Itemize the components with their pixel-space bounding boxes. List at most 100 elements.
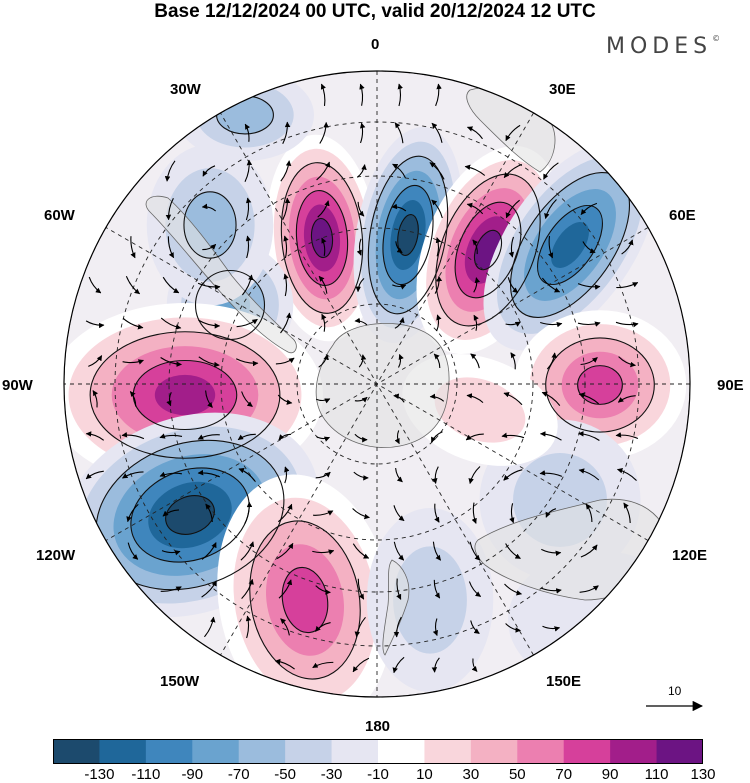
colorbar-tick-label: 110 bbox=[644, 766, 669, 783]
wind-arrow bbox=[121, 432, 145, 440]
wind-arrow bbox=[544, 199, 557, 220]
wind-arrow bbox=[469, 541, 481, 561]
wind-arrow bbox=[354, 317, 368, 326]
wind-arrow bbox=[129, 391, 137, 407]
meridian-line bbox=[220, 112, 534, 656]
wind-arrow bbox=[432, 618, 438, 637]
wind-arrow bbox=[621, 239, 634, 255]
wind-arrow bbox=[276, 542, 294, 560]
wind-arrow bbox=[245, 615, 252, 639]
wind-arrow bbox=[321, 237, 327, 257]
wind-arrow bbox=[352, 508, 370, 520]
wind-arrow bbox=[397, 83, 403, 107]
wind-arrow bbox=[318, 354, 329, 368]
contour-line bbox=[473, 229, 503, 271]
wind-arrow bbox=[198, 356, 220, 368]
map-disc-content bbox=[64, 71, 690, 697]
wind-arrow bbox=[244, 159, 253, 183]
colorbar-tick-label: 50 bbox=[508, 766, 526, 783]
wind-arrow bbox=[245, 235, 252, 259]
wind-arrow bbox=[431, 122, 443, 143]
contour-line bbox=[382, 184, 434, 286]
wind-arrow bbox=[197, 469, 221, 478]
wind-arrow bbox=[127, 542, 139, 560]
wind-arrow bbox=[126, 503, 139, 523]
colorbar-swatch bbox=[378, 739, 425, 764]
map-boundary bbox=[63, 70, 691, 698]
lon-label-150e: 150E bbox=[546, 673, 582, 690]
wind-arrow bbox=[320, 83, 326, 106]
wind-arrow bbox=[468, 466, 481, 485]
colorbar-tick-label: -90 bbox=[181, 766, 204, 783]
wind-arrow bbox=[319, 121, 329, 144]
wind-arrow bbox=[503, 392, 523, 406]
lon-label-30e: 30E bbox=[549, 81, 576, 98]
contour-line bbox=[249, 520, 361, 680]
wind-arrow bbox=[466, 126, 483, 140]
wind-arrow bbox=[316, 161, 331, 181]
wind-arrow bbox=[282, 197, 291, 221]
contour-line bbox=[397, 214, 419, 256]
lon-label-90e: 90E bbox=[717, 377, 744, 394]
wind-arrow bbox=[542, 625, 561, 632]
wind-arrow bbox=[354, 433, 368, 443]
wind-arrow bbox=[436, 314, 442, 332]
wind-arrow bbox=[393, 505, 405, 522]
wind-arrow bbox=[431, 199, 443, 219]
lon-label-90w: 90W bbox=[2, 377, 33, 394]
contour-line bbox=[183, 191, 237, 259]
wind-arrow bbox=[284, 466, 290, 484]
wind-arrow bbox=[167, 236, 175, 259]
contour-line bbox=[545, 337, 655, 433]
contour-line bbox=[89, 331, 281, 459]
wind-arrow bbox=[548, 236, 554, 259]
wind-arrow bbox=[356, 164, 367, 178]
wind-arrow bbox=[197, 434, 220, 440]
contour-line bbox=[310, 217, 334, 259]
wind-arrow bbox=[431, 657, 440, 673]
colorbar-tick-label: -50 bbox=[274, 766, 296, 783]
wind-arrow bbox=[282, 121, 291, 145]
contour-line bbox=[280, 162, 364, 314]
wind-arrow bbox=[541, 548, 562, 556]
wind-arrow bbox=[394, 122, 404, 144]
wind-arrow bbox=[435, 83, 442, 107]
colorbar-swatch bbox=[470, 739, 518, 764]
brand-mark: © bbox=[712, 34, 721, 43]
wind-arrow bbox=[283, 235, 289, 259]
new-zealand bbox=[382, 559, 410, 656]
wind-arrow bbox=[582, 241, 596, 254]
wind-arrow bbox=[241, 274, 254, 296]
wind-arrow bbox=[393, 393, 405, 403]
contour-line bbox=[435, 173, 541, 327]
reference-vector-arrow bbox=[646, 700, 704, 712]
colorbar-swatch bbox=[99, 739, 147, 764]
wind-arrow bbox=[617, 395, 636, 403]
colorbar-swatch bbox=[238, 739, 286, 764]
wind-arrow bbox=[472, 239, 479, 255]
colorbar-swatch bbox=[331, 739, 379, 764]
wind-arrow bbox=[277, 503, 293, 523]
anomaly-contour-fill bbox=[282, 567, 328, 633]
wind-arrow bbox=[359, 122, 366, 144]
wind-arrow bbox=[88, 276, 102, 294]
wind-arrow bbox=[623, 502, 631, 524]
wind-arrow bbox=[615, 321, 639, 328]
wind-arrow bbox=[393, 616, 402, 638]
colorbar-tick-label: -30 bbox=[320, 766, 343, 783]
wind-arrow bbox=[394, 430, 400, 445]
wind-arrow bbox=[205, 503, 213, 523]
wind-arrow bbox=[540, 321, 563, 328]
wind-arrow bbox=[505, 199, 520, 219]
wind-arrow bbox=[468, 581, 482, 597]
wind-arrow bbox=[432, 541, 442, 561]
wind-arrow bbox=[130, 236, 136, 259]
graticule bbox=[64, 71, 690, 697]
lon-label-120w: 120W bbox=[36, 547, 76, 564]
wind-arrow bbox=[354, 396, 368, 403]
lon-label-0: 0 bbox=[371, 36, 380, 53]
wind-arrow bbox=[85, 431, 105, 441]
wind-arrow bbox=[280, 160, 292, 182]
wind-arrow bbox=[245, 197, 252, 221]
